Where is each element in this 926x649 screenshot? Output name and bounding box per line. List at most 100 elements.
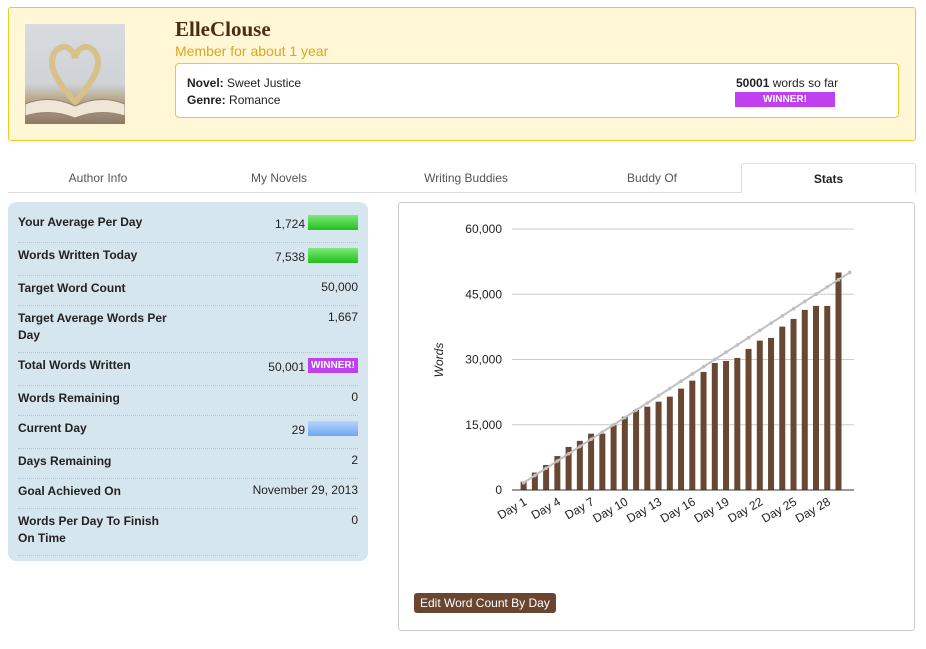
x-tick-label: Day 1 bbox=[495, 494, 529, 522]
bar-day-25 bbox=[790, 318, 797, 490]
stat-value-wrap: 0 bbox=[351, 513, 358, 527]
bar-day-4 bbox=[554, 456, 561, 490]
tab-stats[interactable]: Stats bbox=[741, 163, 916, 193]
target-point bbox=[701, 364, 706, 369]
x-tick-label: Day 7 bbox=[562, 494, 596, 522]
stat-value-wrap: 29 bbox=[292, 420, 358, 437]
bar-day-14 bbox=[666, 396, 673, 490]
stat-value-wrap: 50,001 WINNER! bbox=[268, 357, 358, 374]
winner-badge: WINNER! bbox=[735, 92, 835, 107]
target-point bbox=[589, 437, 593, 442]
stat-label: Words Remaining bbox=[18, 391, 120, 405]
target-point bbox=[544, 466, 548, 471]
y-tick-label: 60,000 bbox=[465, 222, 502, 236]
tab-author-info[interactable]: Author Info bbox=[68, 171, 128, 185]
genre-line: Genre: Romance bbox=[187, 93, 280, 107]
stats-panel: Your Average Per Day 1,724 Words Written T… bbox=[8, 202, 368, 561]
x-tick-label: Day 19 bbox=[692, 494, 732, 525]
avatar bbox=[25, 24, 125, 124]
bar-day-13 bbox=[655, 401, 662, 490]
stat-value: 50,001 bbox=[268, 360, 305, 374]
bar-day-22 bbox=[756, 340, 763, 490]
stat-row: Words Written Today 7,538 bbox=[18, 243, 358, 276]
stat-value: 29 bbox=[291, 423, 305, 437]
stat-value: 1,667 bbox=[327, 310, 358, 324]
x-tick-label: Day 28 bbox=[793, 494, 833, 525]
y-tick-label: 0 bbox=[495, 483, 502, 497]
target-point bbox=[836, 277, 841, 282]
x-tick-label: Day 16 bbox=[658, 494, 698, 525]
novel-title[interactable]: Sweet Justice bbox=[227, 76, 302, 90]
novel-line: Novel: Sweet Justice bbox=[187, 76, 301, 90]
stat-value: 0 bbox=[351, 390, 358, 404]
y-tick-label: 45,000 bbox=[465, 287, 502, 301]
progress-bar bbox=[308, 215, 358, 230]
target-point bbox=[791, 306, 796, 311]
x-tick-label: Day 4 bbox=[529, 494, 563, 522]
target-point bbox=[623, 415, 627, 420]
stat-value: 0 bbox=[351, 513, 358, 527]
stat-value-wrap: 0 bbox=[351, 390, 358, 404]
target-point bbox=[746, 335, 751, 340]
bar-day-2 bbox=[531, 472, 538, 490]
word-count-chart: 0 15,000 30,000 45,000 60,000 Day 1 Day 4 Day 7… bbox=[432, 222, 854, 526]
stat-value-wrap: November 29, 2013 bbox=[253, 483, 358, 497]
stat-value: November 29, 2013 bbox=[252, 483, 358, 497]
stat-value-wrap: 2 bbox=[351, 453, 358, 467]
author-name: ElleClouse bbox=[175, 17, 271, 41]
tab-buddy-of[interactable]: Buddy Of bbox=[626, 171, 678, 185]
heart-book-icon bbox=[25, 43, 125, 119]
target-point bbox=[656, 393, 661, 398]
stat-label: Words Written Today bbox=[18, 248, 138, 262]
target-point bbox=[521, 480, 526, 485]
stat-value-wrap: 1,724 bbox=[275, 214, 358, 231]
stat-label: Target Average Words Per Day bbox=[18, 311, 167, 342]
bar-day-17 bbox=[700, 371, 707, 490]
bar-day-16 bbox=[689, 380, 696, 490]
member-since: Member for about 1 year bbox=[175, 43, 329, 59]
stat-label: Days Remaining bbox=[18, 454, 112, 468]
x-tick-label: Day 25 bbox=[759, 494, 799, 525]
bar-day-9 bbox=[610, 424, 617, 490]
bar-day-28 bbox=[824, 305, 831, 490]
edit-word-count-button[interactable]: Edit Word Count By Day bbox=[414, 593, 556, 613]
stat-label: Total Words Written bbox=[18, 358, 131, 372]
target-point bbox=[668, 386, 672, 391]
bar-day-12 bbox=[644, 406, 651, 490]
bar-day-11 bbox=[633, 409, 640, 490]
stat-value: 1,724 bbox=[274, 217, 305, 231]
tab-bar: Author Info My Novels Writing Buddies Bu… bbox=[8, 163, 916, 193]
tab-my-novels[interactable]: My Novels bbox=[250, 171, 307, 185]
target-point bbox=[690, 372, 695, 376]
stat-value-wrap: 1,667 bbox=[328, 310, 358, 324]
target-line bbox=[523, 271, 851, 484]
winner-badge: WINNER! bbox=[308, 358, 358, 373]
stat-label: Your Average Per Day bbox=[18, 215, 143, 229]
target-point bbox=[825, 285, 830, 289]
bar-day-21 bbox=[745, 348, 752, 490]
novel-box: Novel: Sweet Justice Genre: Romance 5000… bbox=[175, 63, 899, 118]
stat-row: Target Word Count 50,000 bbox=[18, 276, 358, 306]
target-point bbox=[802, 299, 807, 304]
bar-day-29 bbox=[835, 272, 842, 490]
stat-row: Current Day 29 bbox=[18, 416, 358, 449]
target-point bbox=[555, 459, 560, 463]
stat-label: Goal Achieved On bbox=[18, 484, 121, 498]
target-point bbox=[634, 408, 638, 413]
profile-header: ElleClouse Member for about 1 year Novel… bbox=[8, 7, 916, 141]
bar-day-15 bbox=[678, 388, 685, 490]
target-point bbox=[814, 292, 818, 297]
bar-day-1 bbox=[520, 481, 527, 490]
target-point bbox=[769, 321, 773, 326]
tab-writing-buddies[interactable]: Writing Buddies bbox=[424, 171, 508, 185]
target-point bbox=[611, 422, 616, 427]
stat-value-wrap: 7,538 bbox=[275, 247, 358, 264]
words-so-far: 50001 words so far bbox=[736, 76, 838, 90]
bar-day-18 bbox=[711, 362, 718, 490]
progress-bar bbox=[308, 421, 358, 436]
target-point bbox=[847, 270, 852, 275]
stat-row: Days Remaining 2 bbox=[18, 449, 358, 479]
stat-row: Your Average Per Day 1,724 bbox=[18, 210, 358, 243]
bar-day-24 bbox=[779, 326, 786, 490]
x-tick-label: Day 10 bbox=[590, 494, 630, 525]
